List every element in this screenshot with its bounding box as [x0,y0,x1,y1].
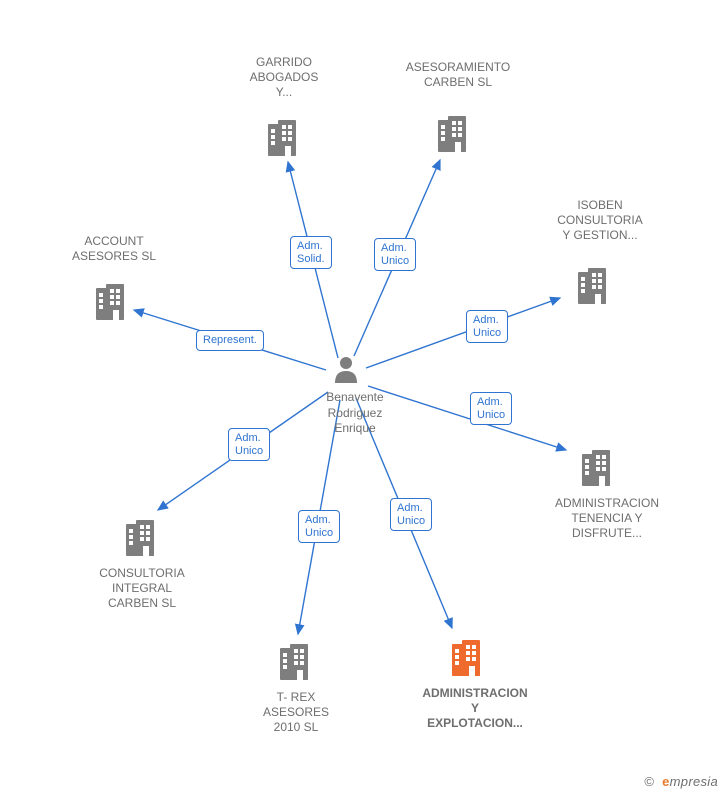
building-icon [96,284,124,320]
edge-badge: Adm. Unico [470,392,512,425]
company-label: CONSULTORIA INTEGRAL CARBEN SL [82,566,202,611]
edge-arrow [368,386,566,450]
company-label: ISOBEN CONSULTORIA Y GESTION... [540,198,660,243]
center-person-label: Benavente Rodriguez Enrique [315,390,395,437]
building-icon [438,116,466,152]
edge-badge: Adm. Unico [298,510,340,543]
building-icon [578,268,606,304]
edge-arrow [366,298,560,368]
building-icon [268,120,296,156]
edge-badge: Adm. Unico [466,310,508,343]
watermark-brand-first: e [662,774,670,789]
person-icon [335,357,357,383]
company-label: GARRIDO ABOGADOS Y... [234,55,334,100]
watermark-brand-rest: mpresia [670,774,718,789]
edge-badge: Adm. Unico [228,428,270,461]
building-icon [452,640,480,676]
edge-badge: Adm. Unico [374,238,416,271]
company-label: ADMINISTRACION Y EXPLOTACION... [400,686,550,731]
edge-badge: Adm. Solid. [290,236,332,269]
watermark: © empresia [644,774,718,789]
company-label: ASESORAMIENTO CARBEN SL [388,60,528,90]
edge-badge: Represent. [196,330,264,351]
copyright-symbol: © [644,774,654,789]
building-icon [280,644,308,680]
building-icon [126,520,154,556]
company-label: ACCOUNT ASESORES SL [54,234,174,264]
edge-badge: Adm. Unico [390,498,432,531]
building-icon [582,450,610,486]
company-label: ADMINISTRACION TENENCIA Y DISFRUTE... [532,496,682,541]
company-label: T- REX ASESORES 2010 SL [246,690,346,735]
